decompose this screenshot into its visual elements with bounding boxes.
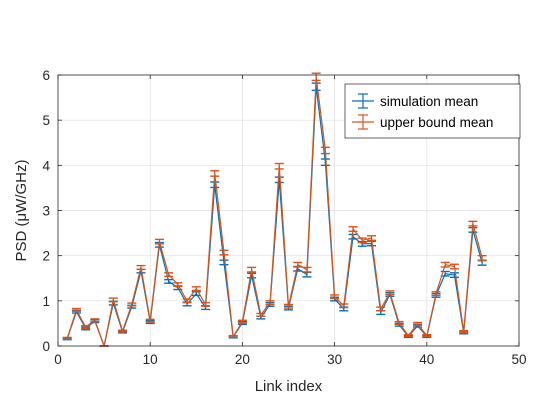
- error-bar-point: [90, 318, 100, 323]
- error-bar-point: [330, 294, 340, 300]
- error-bar-point: [108, 297, 118, 303]
- error-bar-point: [71, 307, 81, 312]
- y-tick-label: 5: [42, 113, 50, 128]
- error-bar-point: [173, 282, 183, 288]
- error-bar-point: [376, 306, 386, 312]
- legend-label: upper bound mean: [380, 115, 493, 130]
- y-tick-label: 0: [42, 339, 50, 354]
- error-bar-point: [449, 263, 459, 270]
- error-bar-point: [62, 336, 72, 340]
- error-bar-point: [237, 319, 247, 324]
- error-bar-point: [274, 176, 284, 184]
- x-tick-label: 40: [419, 352, 434, 367]
- y-tick-label: 2: [42, 249, 50, 264]
- error-bar-point: [265, 300, 275, 306]
- x-tick-label: 30: [327, 352, 342, 367]
- error-bar-point: [284, 303, 293, 309]
- error-bar-point: [219, 249, 229, 256]
- legend-entry: upper bound mean: [352, 114, 493, 130]
- x-tick-label: 20: [235, 352, 250, 367]
- error-bar-point: [422, 334, 432, 338]
- error-bar-point: [431, 291, 441, 297]
- error-bar-point: [468, 220, 478, 227]
- x-tick-label: 0: [54, 352, 62, 367]
- error-bar-point: [182, 298, 192, 304]
- error-bar-point: [154, 238, 164, 245]
- error-bar-point: [191, 286, 201, 292]
- legend-box: [344, 83, 521, 139]
- axis-ticks: 0 10 20 30 40 50 0 1 2 3 4 5 6: [42, 68, 526, 367]
- error-bar-point: [228, 334, 238, 339]
- error-bar-point: [247, 266, 257, 273]
- error-bar-point: [357, 237, 367, 244]
- error-bar-point: [247, 272, 257, 279]
- error-bar-point: [302, 266, 312, 273]
- error-bar-point: [274, 162, 284, 170]
- error-bar-point: [366, 235, 376, 242]
- error-bar-point: [311, 72, 321, 82]
- error-bar-point: [320, 146, 330, 155]
- x-axis-label: Link index: [255, 378, 323, 395]
- legend-label: simulation mean: [380, 94, 478, 109]
- error-bar-point: [210, 170, 220, 177]
- error-bar-point: [136, 264, 146, 270]
- x-tick-label: 10: [143, 352, 158, 367]
- error-bar-point: [256, 312, 266, 317]
- error-bar-point: [164, 278, 174, 284]
- error-bar-point: [440, 261, 450, 268]
- error-bar-point: [413, 321, 423, 326]
- error-bar-point: [201, 301, 211, 307]
- series-upper-bound-mean: [62, 72, 487, 347]
- error-bar-point: [339, 303, 349, 309]
- error-bar-point: [385, 290, 395, 296]
- series-line: [66, 76, 483, 347]
- series-layer: [62, 72, 487, 347]
- error-bar-point: [449, 272, 459, 279]
- error-bar-point: [459, 329, 469, 334]
- error-bar-point: [81, 324, 91, 330]
- legend-entry: simulation mean: [352, 93, 478, 109]
- error-bar-point: [348, 233, 358, 240]
- error-bar-point: [403, 334, 413, 338]
- y-tick-label: 3: [42, 204, 50, 219]
- error-bar-point: [477, 254, 487, 261]
- error-bar-point: [210, 181, 220, 189]
- y-tick-label: 4: [42, 158, 50, 173]
- error-bar-point: [127, 302, 137, 307]
- legend: simulation mean upper bound mean: [344, 83, 521, 139]
- y-tick-label: 1: [42, 294, 50, 309]
- error-bar-point: [118, 329, 128, 333]
- error-bar-point: [145, 318, 155, 323]
- y-tick-label: 6: [42, 68, 50, 83]
- error-bar-point: [164, 272, 174, 278]
- y-axis-label: PSD (μW/GHz): [13, 160, 30, 262]
- error-bar-point: [219, 259, 229, 266]
- error-bar-point: [348, 226, 358, 232]
- x-tick-label: 50: [511, 352, 526, 367]
- error-bar-point: [293, 261, 303, 268]
- error-bar-point: [394, 320, 404, 326]
